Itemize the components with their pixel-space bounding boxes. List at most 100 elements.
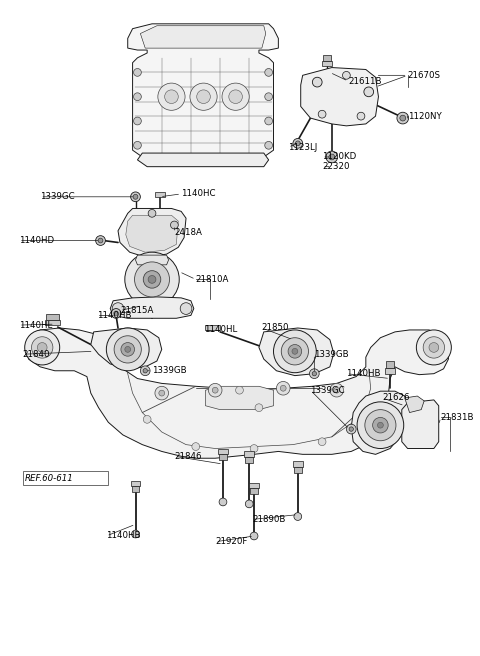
Circle shape	[208, 383, 222, 397]
Circle shape	[132, 530, 139, 538]
Circle shape	[400, 115, 406, 121]
Circle shape	[180, 302, 192, 314]
Polygon shape	[135, 255, 168, 265]
Circle shape	[377, 422, 384, 428]
Circle shape	[165, 90, 178, 104]
Bar	[385, 368, 395, 374]
Text: 22320: 22320	[322, 162, 349, 171]
Circle shape	[280, 385, 286, 391]
Bar	[131, 481, 140, 486]
Bar	[132, 486, 139, 492]
Polygon shape	[300, 68, 378, 126]
Circle shape	[37, 342, 47, 352]
Circle shape	[416, 330, 451, 365]
Circle shape	[222, 83, 249, 110]
Text: 21815A: 21815A	[120, 306, 153, 315]
Bar	[386, 361, 394, 368]
Bar	[218, 449, 228, 455]
Text: 21846: 21846	[174, 452, 202, 461]
Circle shape	[255, 404, 263, 411]
Circle shape	[98, 238, 103, 243]
Circle shape	[114, 336, 141, 363]
Circle shape	[281, 338, 309, 365]
Circle shape	[265, 142, 273, 149]
Circle shape	[112, 302, 124, 314]
Circle shape	[365, 409, 396, 441]
Circle shape	[229, 90, 242, 104]
Polygon shape	[351, 391, 409, 455]
Polygon shape	[126, 215, 178, 252]
Circle shape	[318, 110, 326, 118]
Circle shape	[111, 308, 121, 318]
Polygon shape	[259, 328, 334, 376]
Text: 1140HB: 1140HB	[347, 369, 381, 378]
Text: REF.60-611: REF.60-611	[24, 474, 73, 483]
Text: 1140HC: 1140HC	[181, 190, 216, 198]
Circle shape	[276, 381, 290, 395]
Circle shape	[349, 427, 353, 431]
Circle shape	[265, 92, 273, 100]
Circle shape	[423, 337, 444, 358]
Text: 1140HD: 1140HD	[19, 236, 54, 245]
Circle shape	[131, 192, 140, 201]
Circle shape	[236, 386, 243, 394]
Circle shape	[212, 387, 218, 393]
Bar	[155, 192, 165, 197]
Circle shape	[143, 369, 147, 373]
Circle shape	[219, 498, 227, 506]
Text: 1140HB: 1140HB	[96, 311, 131, 320]
Text: 21810A: 21810A	[196, 275, 229, 284]
Polygon shape	[402, 400, 439, 449]
Text: 21611B: 21611B	[348, 77, 382, 86]
Circle shape	[192, 443, 200, 451]
Circle shape	[310, 369, 319, 379]
Circle shape	[292, 348, 298, 354]
Circle shape	[250, 445, 258, 453]
Polygon shape	[405, 396, 424, 413]
Circle shape	[318, 438, 326, 445]
Text: 1120KD: 1120KD	[322, 152, 356, 161]
Text: 21670S: 21670S	[408, 71, 441, 80]
Text: 1140HB: 1140HB	[107, 531, 141, 541]
Circle shape	[364, 87, 373, 96]
Text: 21850: 21850	[262, 323, 289, 333]
Circle shape	[274, 330, 316, 373]
Circle shape	[133, 117, 141, 125]
Bar	[323, 55, 331, 61]
Text: 1120NY: 1120NY	[408, 112, 442, 121]
Bar	[244, 451, 254, 457]
Circle shape	[326, 151, 337, 163]
Circle shape	[159, 390, 165, 396]
Circle shape	[158, 83, 185, 110]
Circle shape	[250, 532, 258, 540]
Circle shape	[329, 154, 335, 160]
Circle shape	[357, 421, 365, 429]
Circle shape	[133, 142, 141, 149]
Circle shape	[148, 209, 156, 217]
Polygon shape	[140, 26, 266, 48]
Circle shape	[245, 500, 253, 508]
Polygon shape	[91, 328, 162, 369]
Text: 1339GB: 1339GB	[314, 350, 349, 359]
Bar	[205, 325, 220, 330]
Bar	[45, 320, 60, 325]
Text: 21831B: 21831B	[441, 413, 474, 422]
Polygon shape	[128, 24, 278, 157]
Circle shape	[170, 221, 178, 229]
Circle shape	[32, 337, 53, 358]
Circle shape	[143, 271, 161, 288]
Circle shape	[293, 138, 303, 148]
Bar	[219, 455, 227, 460]
Circle shape	[24, 330, 60, 365]
Text: 2418A: 2418A	[174, 228, 202, 237]
Circle shape	[288, 344, 302, 358]
Circle shape	[107, 328, 149, 371]
Text: 1339GB: 1339GB	[152, 366, 187, 375]
Circle shape	[347, 424, 356, 434]
Bar	[245, 457, 253, 463]
Text: 21890B: 21890B	[252, 515, 286, 524]
Polygon shape	[26, 328, 448, 459]
Circle shape	[125, 346, 131, 352]
Bar	[322, 61, 332, 66]
Circle shape	[134, 262, 169, 297]
